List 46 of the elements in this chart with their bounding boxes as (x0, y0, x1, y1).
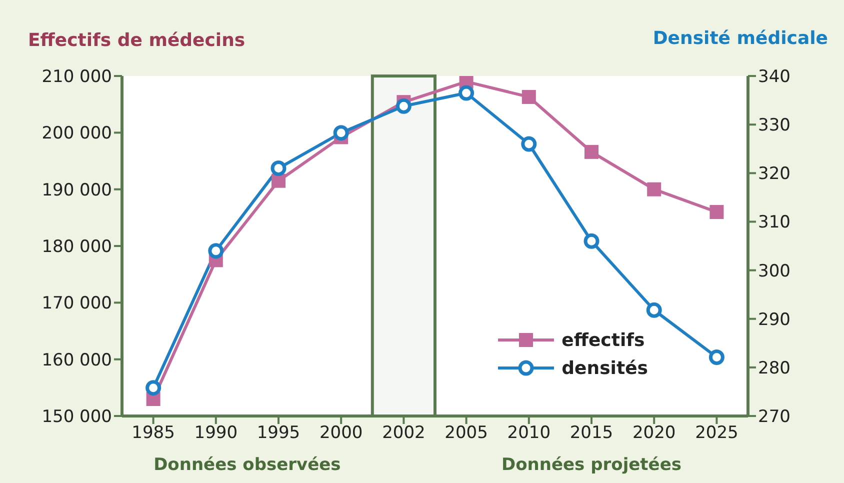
point (646, 302, 662, 318)
y2-tick-label: 330 (758, 116, 790, 136)
point (270, 160, 286, 176)
x-tick-label: 2025 (695, 423, 738, 444)
x-tick-label: 1990 (194, 423, 238, 444)
point (584, 233, 600, 249)
point (272, 174, 286, 188)
y-tick-label: 170 000 (42, 294, 112, 314)
x-tick-label: 2020 (632, 423, 676, 444)
x-tick-label: 2010 (507, 423, 551, 444)
x-tick-label: 2015 (570, 423, 614, 444)
text: Données observées (152, 455, 342, 475)
y-tick-label: 160 000 (42, 350, 112, 370)
x-tick-label: 2002 (382, 423, 426, 444)
point (584, 144, 598, 159)
y2-tick-label: 310 (758, 212, 790, 233)
point (208, 243, 224, 259)
y-tick-label: 180 000 (42, 237, 112, 258)
x-tick-label: 1985 (132, 423, 175, 444)
y2-tick-label: 320 (758, 164, 790, 184)
y2-tick-label: 340 (758, 67, 790, 88)
y2-tick-label: 280 (758, 358, 790, 378)
y2-tick-label: 290 (758, 310, 790, 330)
legend-label: densités (562, 358, 648, 378)
y2-tick-label: 300 (758, 261, 790, 282)
y-tick-label: 210 000 (42, 67, 112, 88)
point (396, 98, 412, 114)
point (708, 349, 724, 365)
point (710, 205, 724, 219)
x-tick-label: 2000 (319, 423, 363, 444)
point (522, 90, 536, 104)
y2-tick-label: 270 (758, 407, 790, 428)
point (458, 85, 474, 101)
legend-label: effectifs (562, 330, 645, 350)
y2-axis-title: Densité médicale (652, 28, 828, 49)
x-tick-label: 1995 (256, 423, 300, 444)
y-tick-label: 190 000 (42, 180, 112, 200)
x-tick-label: 2005 (444, 423, 488, 444)
y-axis-title: Effectifs de médecins (28, 30, 246, 51)
y-tick-label: 150 000 (42, 407, 112, 428)
point (521, 136, 537, 152)
point (146, 380, 162, 396)
y-tick-label: 200 000 (42, 124, 112, 144)
point (333, 125, 349, 141)
text: Données projetées (500, 455, 682, 475)
point (647, 182, 662, 196)
